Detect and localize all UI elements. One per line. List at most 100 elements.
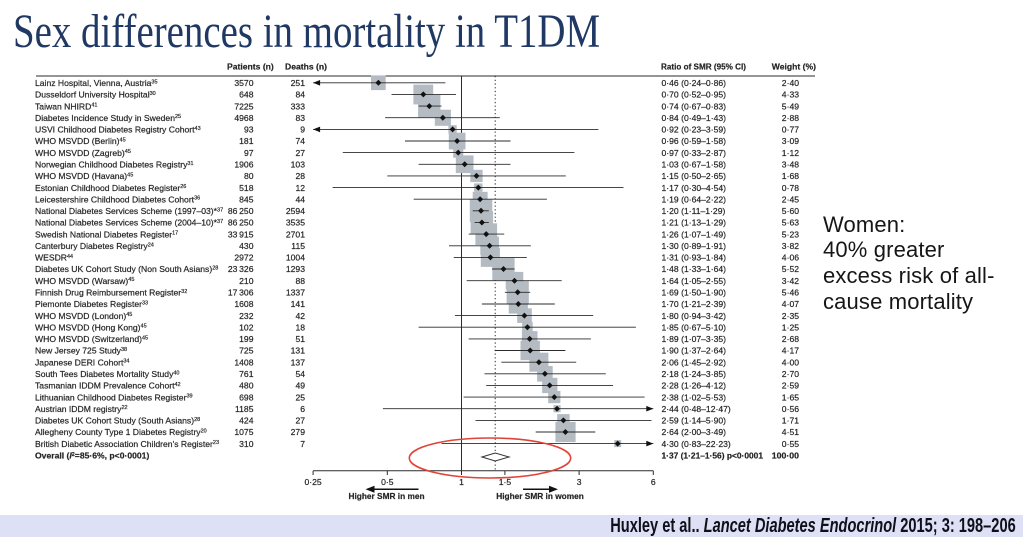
svg-text:Taiwan NHIRD41: Taiwan NHIRD41 (35, 101, 97, 111)
svg-text:2·68: 2·68 (782, 334, 799, 344)
svg-text:430: 430 (239, 241, 254, 251)
svg-text:1·69 (1·50–1·90): 1·69 (1·50–1·90) (662, 288, 727, 298)
svg-text:South Tees Diabetes Mortality: South Tees Diabetes Mortality Study40 (35, 369, 180, 379)
svg-text:97: 97 (244, 148, 254, 158)
svg-text:1·21 (1·13–1·29): 1·21 (1·13–1·29) (662, 218, 727, 228)
svg-text:1·26 (1·07–1·49): 1·26 (1·07–1·49) (662, 229, 727, 239)
svg-text:WHO MSVDD (Zagreb)45: WHO MSVDD (Zagreb)45 (35, 148, 131, 158)
svg-text:3570: 3570 (234, 78, 253, 88)
svg-text:Tasmanian IDDM Prevalence Coho: Tasmanian IDDM Prevalence Cohort42 (35, 381, 181, 391)
svg-text:2·45: 2·45 (782, 194, 799, 204)
svg-text:100·00: 100·00 (772, 451, 799, 461)
svg-text:3·42: 3·42 (782, 276, 799, 286)
svg-text:USVI Childhood Diabetes Regist: USVI Childhood Diabetes Registry Cohort4… (35, 125, 201, 135)
svg-text:27: 27 (295, 148, 305, 158)
svg-text:0·5: 0·5 (381, 477, 394, 487)
svg-text:1·25: 1·25 (782, 322, 799, 332)
svg-text:1·48 (1·33–1·64): 1·48 (1·33–1·64) (662, 264, 727, 274)
svg-text:44: 44 (295, 194, 305, 204)
svg-text:54: 54 (295, 369, 305, 379)
svg-text:83: 83 (295, 113, 305, 123)
svg-text:1·71: 1·71 (782, 416, 799, 426)
svg-text:1·68: 1·68 (782, 171, 799, 181)
svg-text:Ratio of SMR (95% CI): Ratio of SMR (95% CI) (661, 62, 746, 72)
svg-text:761: 761 (239, 369, 254, 379)
svg-text:Lainz Hospital, Vienna, Austri: Lainz Hospital, Vienna, Austria35 (35, 78, 158, 88)
svg-text:2594: 2594 (286, 206, 305, 216)
svg-text:Swedish National Diabetes Regi: Swedish National Diabetes Register17 (35, 229, 178, 239)
svg-text:2972: 2972 (234, 253, 253, 263)
svg-text:480: 480 (239, 381, 254, 391)
svg-text:1·19 (0·64–2·22): 1·19 (0·64–2·22) (662, 194, 727, 204)
svg-text:3·09: 3·09 (782, 136, 799, 146)
svg-text:Allegheny County Type 1 Diabet: Allegheny County Type 1 Diabetes Registr… (35, 427, 207, 437)
svg-text:199: 199 (239, 334, 254, 344)
svg-text:28: 28 (295, 171, 305, 181)
svg-text:2·35: 2·35 (782, 311, 799, 321)
svg-text:0·46 (0·24–0·86): 0·46 (0·24–0·86) (662, 78, 727, 88)
svg-text:131: 131 (291, 346, 306, 356)
svg-text:1·5: 1·5 (499, 477, 512, 487)
svg-text:0·25: 0·25 (304, 477, 321, 487)
svg-text:845: 845 (239, 194, 254, 204)
svg-text:23 326: 23 326 (228, 264, 254, 274)
svg-text:42: 42 (295, 311, 305, 321)
svg-text:Deaths (n): Deaths (n) (285, 62, 327, 72)
svg-text:232: 232 (239, 311, 254, 321)
svg-text:1·80 (0·94–3·42): 1·80 (0·94–3·42) (662, 311, 727, 321)
svg-text:1·37 (1·21–1·56) p<0·0001: 1·37 (1·21–1·56) p<0·0001 (662, 451, 764, 461)
svg-text:WHO MSVDD (Havana)45: WHO MSVDD (Havana)45 (35, 171, 133, 181)
svg-text:2·38 (1·02–5·53): 2·38 (1·02–5·53) (662, 392, 727, 402)
svg-text:0·55: 0·55 (782, 439, 799, 449)
svg-text:49: 49 (295, 381, 305, 391)
svg-text:Leicestershire Childhood Diabe: Leicestershire Childhood Diabetes Cohort… (35, 194, 200, 204)
svg-text:4968: 4968 (234, 113, 253, 123)
svg-text:3·82: 3·82 (782, 241, 799, 251)
svg-text:251: 251 (291, 78, 306, 88)
svg-text:88: 88 (295, 276, 305, 286)
svg-text:86 250: 86 250 (228, 218, 254, 228)
svg-text:Diabetes Incidence Study in Sw: Diabetes Incidence Study in Sweden25 (35, 113, 181, 123)
svg-text:0·97 (0·33–2·87): 0·97 (0·33–2·87) (662, 148, 727, 158)
svg-text:1337: 1337 (286, 288, 305, 298)
svg-text:0·56: 0·56 (782, 404, 799, 414)
svg-text:333: 333 (291, 101, 306, 111)
svg-text:1·12: 1·12 (782, 148, 799, 158)
svg-text:725: 725 (239, 346, 254, 356)
svg-text:698: 698 (239, 392, 254, 402)
svg-text:3·48: 3·48 (782, 160, 799, 170)
svg-text:424: 424 (239, 416, 254, 426)
svg-text:3535: 3535 (286, 218, 305, 228)
svg-text:2·70: 2·70 (782, 369, 799, 379)
svg-text:2·59: 2·59 (782, 381, 799, 391)
svg-text:4·17: 4·17 (782, 346, 799, 356)
svg-text:1185: 1185 (235, 404, 254, 414)
svg-text:Higher SMR in women: Higher SMR in women (496, 491, 584, 501)
svg-text:74: 74 (295, 136, 305, 146)
svg-text:New Jersey 725 Study38: New Jersey 725 Study38 (35, 346, 127, 356)
svg-text:279: 279 (291, 427, 306, 437)
svg-text:25: 25 (295, 392, 305, 402)
svg-text:Overall (I2=85·6%, p<0·0001): Overall (I2=85·6%, p<0·0001) (35, 451, 149, 461)
svg-text:51: 51 (295, 334, 305, 344)
svg-text:Japanese DERI Cohort34: Japanese DERI Cohort34 (35, 357, 130, 367)
svg-text:103: 103 (291, 160, 306, 170)
svg-text:WHO MSVDD (Warsaw)45: WHO MSVDD (Warsaw)45 (35, 276, 134, 286)
svg-text:1·31 (0·93–1·84): 1·31 (0·93–1·84) (662, 253, 727, 263)
svg-text:80: 80 (244, 171, 254, 181)
svg-text:1408: 1408 (234, 357, 253, 367)
svg-text:WHO MSVDD (Switzerland)45: WHO MSVDD (Switzerland)45 (35, 334, 148, 344)
svg-text:Weight (%): Weight (%) (772, 62, 816, 72)
svg-text:2·28 (1·26–4·12): 2·28 (1·26–4·12) (662, 381, 727, 391)
svg-text:Estonian Childhood Diabetes Re: Estonian Childhood Diabetes Register26 (35, 183, 186, 193)
svg-text:1906: 1906 (234, 160, 253, 170)
svg-text:4·07: 4·07 (782, 299, 799, 309)
svg-text:Austrian IDDM registry22: Austrian IDDM registry22 (35, 404, 128, 414)
svg-text:84: 84 (295, 90, 305, 100)
svg-text:WHO MSVDD (Hong Kong)45: WHO MSVDD (Hong Kong)45 (35, 322, 147, 332)
svg-text:18: 18 (295, 322, 305, 332)
svg-text:5·46: 5·46 (782, 288, 799, 298)
svg-text:Canterbury Diabetes Registry24: Canterbury Diabetes Registry24 (35, 241, 154, 251)
svg-text:5·52: 5·52 (782, 264, 799, 274)
svg-text:1004: 1004 (286, 253, 305, 263)
